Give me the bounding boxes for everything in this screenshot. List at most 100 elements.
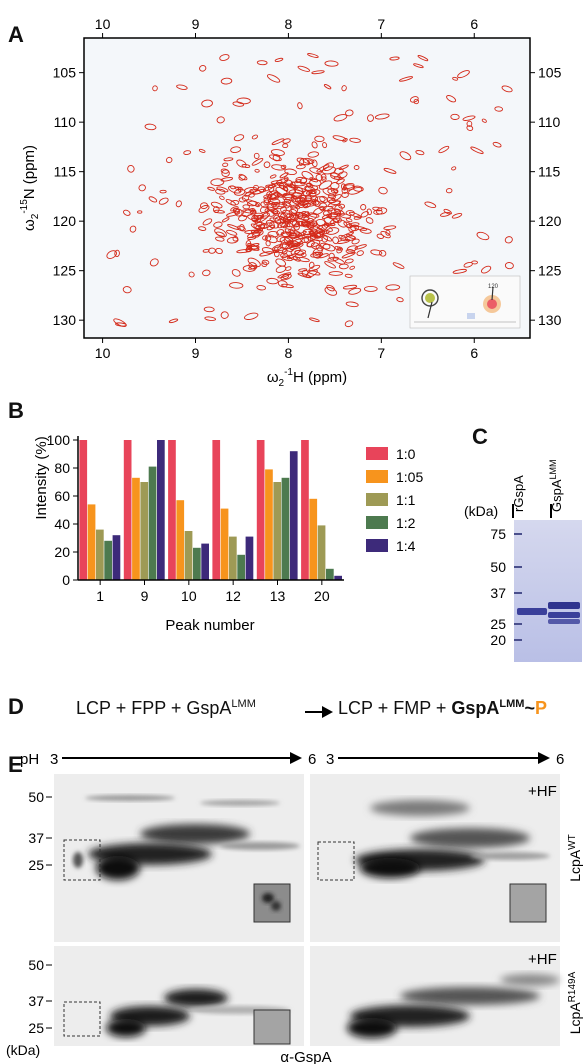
spectrum-y-tick: 120 [53,213,77,229]
spectrum-y-tick: 110 [54,114,77,130]
gel-ladder [514,533,522,641]
spectrum-x-label: ω2-1H (ppm) [267,367,347,389]
bar-1:05-peak-13 [265,469,273,580]
bar-1:2-peak-10 [193,547,201,580]
bar-1:2-peak-20 [326,568,334,580]
bar-y-tick: 0 [62,572,70,588]
mw-markers-row2: 50 37 25 [28,957,52,1036]
spectrum-x-tick-top: 8 [285,16,293,32]
hf-label-row1: +HF [528,783,557,800]
svg-text:25: 25 [28,1020,44,1036]
legend-label: 1:2 [396,515,416,531]
ph-label: pH [20,751,39,768]
bar-x-tick: 13 [270,588,286,604]
bar-1:1-peak-12 [229,536,237,580]
bar-y-tick: 40 [54,516,70,532]
spectrum-y-tick-right: 115 [538,164,561,180]
bar-x-tick: 20 [314,588,330,604]
panel-c-label: C [472,424,488,449]
legend-label: 1:05 [396,469,423,485]
bar-1:05-peak-9 [132,477,140,580]
bar-axes: 1 9 10 12 13 20 0 20 40 60 80 100 [47,432,344,604]
bar-1:0-peak-13 [256,440,265,580]
bar-x-tick: 9 [141,588,149,604]
spectrum-x-tick-top: 9 [192,16,200,32]
spectrum-y-tick: 130 [53,312,77,328]
nmr-spectrum: 10 10 9 9 8 8 7 7 6 6 105 105 110 110 115 115 120 120 125 1… [19,16,562,389]
svg-text:25: 25 [490,616,506,632]
spectrum-x-tick: 10 [95,345,111,361]
ph-arrow-right-icon [538,752,550,764]
spectrum-y-tick: 125 [53,263,77,279]
blot-r149a-minus-hf [54,946,304,1046]
bar-y-tick: 60 [54,488,70,504]
blot-units: (kDa) [6,1042,40,1058]
gel-lane-1-label: rGspA [511,475,526,512]
spectrum-x-tick-top: 7 [377,16,385,32]
gel-bands [517,602,580,624]
bar-legend: 1:0 1:05 1:1 1:2 1:4 [366,446,423,554]
bar-1:0-peak-1 [79,440,88,580]
spectrum-y-tick: 105 [53,65,77,81]
antibody-label: α-GspA [280,1049,331,1064]
reaction-arrow-icon [305,706,333,718]
svg-text:37: 37 [28,993,44,1009]
bar-1:1-peak-13 [273,482,282,580]
bar-1:05-peak-12 [220,508,229,580]
blot-r149a-plus-hf: +HF [310,946,560,1046]
row2-label: LcpAR149A [567,971,583,1034]
bar-x-tick: 1 [96,588,104,604]
mw-markers-row1: 50 37 25 [28,789,52,873]
bar-1:0-peak-12 [212,440,221,580]
legend-swatch [366,539,388,552]
bar-1:2-peak-1 [104,540,112,580]
legend-swatch [366,516,388,529]
bar-1:1-peak-9 [140,482,149,580]
bar-1:2-peak-9 [148,466,157,580]
spectrum-y-label: ω2-15N (ppm) [19,145,41,231]
ph-end-right: 6 [556,751,564,768]
ph-arrow-left-icon [290,752,302,764]
spectrum-y-tick-right: 125 [538,263,562,279]
spectrum-y-tick: 115 [54,164,77,180]
legend-swatch [366,447,388,460]
spectrum-x-tick: 9 [192,345,200,361]
spectrum-inset: 120 [409,275,521,329]
legend-label: 1:4 [396,538,416,554]
svg-text:25: 25 [28,857,44,873]
bar-x-tick: 10 [181,588,197,604]
bar-x-tick: 12 [225,588,241,604]
ph-end-left: 6 [308,751,316,768]
bar-1:0-peak-10 [168,440,176,580]
svg-text:37: 37 [28,830,44,846]
legend-swatch [366,493,388,506]
bar-1:0-peak-9 [123,440,132,580]
gel-ladder-labels: 75 50 37 25 20 [490,526,506,648]
spectrum-peaks [106,53,514,328]
gel-lane-2-label: GspALMM [548,459,564,512]
bar-1:0-peak-20 [301,440,309,580]
spectrum-ticks: 10 10 9 9 8 8 7 7 6 6 105 105 110 110 115 115 120 120 125 1… [53,16,562,361]
bar-1:4-peak-20 [334,575,342,580]
legend-label: 1:0 [396,446,416,462]
bar-1:1-peak-20 [317,525,326,580]
panel-a-label: A [8,22,24,47]
bar-1:05-peak-1 [87,504,96,580]
bar-x-label: Peak number [165,617,254,634]
svg-text:50: 50 [28,957,44,973]
gel-units: (kDa) [464,503,498,519]
sds-gel: (kDa) rGspA GspALMM 75 50 37 25 20 [464,459,582,662]
bar-1:4-peak-9 [157,440,165,580]
bar-1:4-peak-1 [112,535,121,580]
legend-label: 1:1 [396,492,416,508]
svg-text:20: 20 [490,632,506,648]
bar-1:05-peak-10 [176,500,185,580]
blot-wt-plus-hf: +HF [310,774,560,942]
bar-1:4-peak-12 [245,536,254,580]
ph-start-right: 3 [326,751,334,768]
bar-y-tick: 80 [54,460,70,476]
reaction-products: LCP + FMP + GspALMM~P [338,698,547,718]
spectrum-y-tick-right: 105 [538,65,562,81]
ph-start-left: 3 [50,751,58,768]
